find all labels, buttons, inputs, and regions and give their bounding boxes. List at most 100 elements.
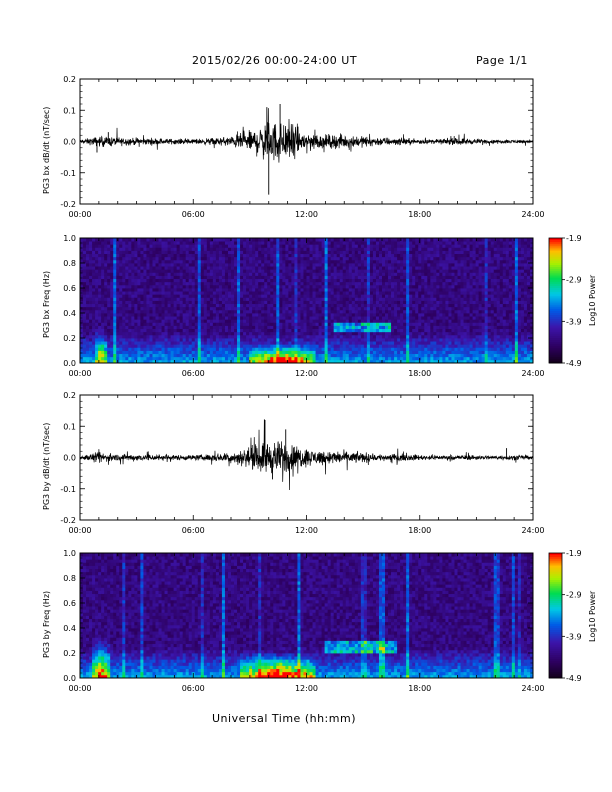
spectrogram-cell [400, 356, 404, 361]
spectrogram-cell [194, 353, 199, 358]
spectrogram-cell [403, 325, 407, 330]
spectrogram-cell [385, 291, 389, 295]
spectrogram-cell [134, 319, 138, 323]
spectrogram-cell [200, 284, 205, 289]
spectrogram-cell [234, 338, 238, 342]
spectrogram-cell [442, 250, 446, 255]
spectrogram-cell [234, 250, 238, 255]
spectrogram-cell [243, 263, 247, 267]
spectrogram-cell [188, 350, 193, 355]
spectrogram-cell [436, 334, 440, 339]
spectrogram-cell [433, 325, 437, 330]
spectrogram-cell [185, 303, 190, 308]
spectrogram-cell [306, 275, 310, 280]
spectrogram-cell [442, 294, 446, 298]
spectrogram-cell [406, 297, 410, 301]
spectrogram-cell [294, 275, 298, 280]
spectrogram-cell [312, 350, 316, 355]
spectrogram-cell [366, 344, 371, 348]
spectrogram-cell [137, 275, 141, 280]
spectrogram-cell [89, 306, 93, 311]
spectrogram-cell [95, 331, 99, 336]
spectrogram-cell [200, 338, 205, 342]
spectrogram-cell [89, 338, 93, 342]
spectrogram-cell [218, 281, 223, 286]
spectrogram-cell [158, 266, 162, 270]
spectrogram-cell [445, 316, 449, 320]
spectrogram-cell [264, 247, 268, 251]
spectrogram-cell [324, 275, 329, 280]
spectrogram-cell [406, 319, 410, 323]
spectrogram-cell [297, 241, 301, 245]
spectrogram-cell [403, 275, 407, 280]
spectrogram-cell [264, 303, 268, 308]
spectrogram-cell [312, 341, 316, 345]
spectrogram-cell [264, 300, 268, 305]
spectrogram-cell [131, 309, 135, 314]
spectrogram-cell [161, 238, 165, 242]
spectrogram-cell [125, 341, 129, 345]
spectrogram-cell [424, 347, 428, 351]
spectrogram-cell [412, 241, 416, 245]
spectrogram-cell [294, 266, 298, 270]
spectrogram-cell [288, 306, 292, 311]
spectrogram-cell [324, 294, 329, 298]
spectrogram-cell [116, 297, 120, 301]
spectrogram-cell [318, 341, 322, 345]
spectrogram-cell [406, 244, 410, 248]
spectrogram-cell [264, 259, 268, 264]
spectrogram-cell [116, 272, 120, 276]
spectrogram-cell [394, 325, 398, 330]
spectrogram-cell [409, 247, 413, 251]
spectrogram-cell [203, 259, 208, 264]
spectrogram-cell [375, 313, 380, 317]
spectrogram-cell [98, 272, 102, 276]
spectrogram-cell [273, 328, 277, 333]
spectrogram-cell [185, 359, 190, 364]
spectrogram-cell [200, 297, 205, 301]
spectrogram-cell [276, 281, 280, 286]
spectrogram-cell [86, 341, 90, 345]
spectrogram-cell [400, 278, 404, 283]
spectrogram-cell [388, 309, 392, 314]
spectrogram-cell [439, 272, 443, 276]
spectrogram-cell [179, 350, 184, 355]
spectrogram-cell [412, 331, 416, 336]
spectrogram-cell [315, 278, 319, 283]
spectrogram-cell [403, 313, 407, 317]
spectrogram-cell [161, 288, 165, 292]
spectrogram-cell [297, 294, 301, 298]
spectrogram-cell [110, 325, 114, 330]
spectrogram-cell [282, 244, 286, 248]
spectrogram-cell [366, 281, 371, 286]
spectrogram-cell [348, 241, 353, 245]
spectrogram-cell [375, 334, 380, 339]
spectrogram-cell [321, 303, 326, 308]
spectrogram-cell [122, 350, 126, 355]
spectrogram-cell [382, 288, 386, 292]
spectrogram-cell [409, 250, 413, 255]
spectrogram-cell [312, 297, 316, 301]
spectrogram-cell [221, 319, 226, 323]
spectrogram-cell [436, 359, 440, 364]
spectrogram-cell [86, 347, 90, 351]
spectrogram-cell [330, 281, 335, 286]
spectrogram-cell [92, 288, 96, 292]
spectrogram-cell [137, 250, 141, 255]
spectrogram-cell [155, 263, 159, 267]
spectrogram-cell [372, 244, 377, 248]
spectrogram-cell [243, 297, 247, 301]
spectrogram-cell [104, 356, 108, 361]
spectrogram-cell [134, 247, 138, 251]
spectrogram-cell [128, 319, 132, 323]
spectrogram-cell [215, 344, 220, 348]
spectrogram-cell [143, 278, 147, 283]
spectrogram-cell [400, 266, 404, 270]
spectrogram-cell [418, 325, 422, 330]
spectrogram-cell [255, 253, 259, 258]
spectrogram-cell [137, 238, 141, 242]
spectrogram-cell [170, 272, 175, 276]
spectrogram-cell [363, 309, 368, 314]
spectrogram-cell [369, 284, 374, 289]
spectrogram-cell [167, 334, 171, 339]
